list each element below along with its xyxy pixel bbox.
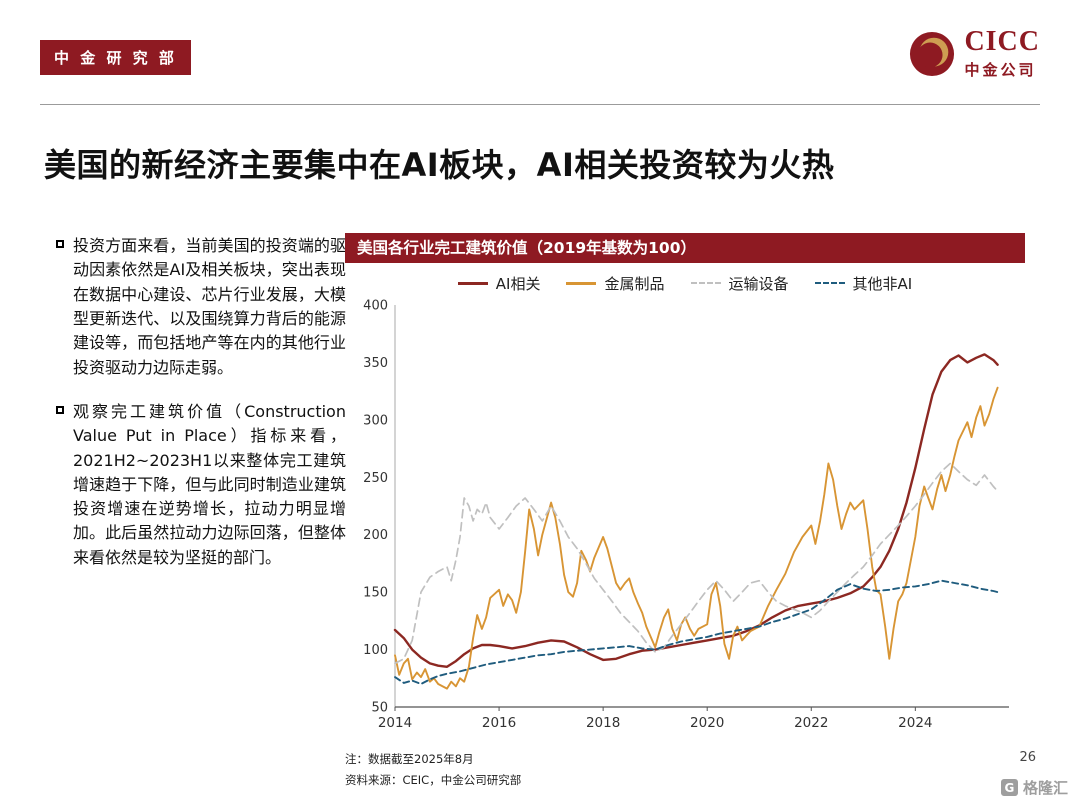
logo-company-name: 中金公司 [964,61,1037,79]
legend-swatch [814,282,845,284]
legend-label: 金属制品 [604,274,665,293]
legend-label: 运输设备 [728,274,789,293]
y-tick-label: 50 [371,701,388,716]
y-tick-label: 200 [363,528,388,543]
legend-label: AI相关 [495,274,541,293]
page-number: 26 [1019,750,1036,765]
bullet-text: 观察完工建筑价值（Construction Value Put in Place… [73,401,346,567]
legend-label: 其他非AI [852,274,913,293]
cicc-logo: CICC 中金公司 [909,28,1040,80]
x-tick-label: 2018 [586,715,620,731]
research-dept-badge: 中 金 研 究 部 [40,40,191,75]
x-tick-label: 2016 [482,715,516,731]
y-tick-label: 250 [363,471,388,486]
bullet-item: 观察完工建筑价值（Construction Value Put in Place… [56,400,346,570]
commentary-column: 投资方面来看，当前美国的投资端的驱动因素依然是AI及相关板块，突出表现在数据中心… [56,234,346,590]
y-tick-label: 350 [363,356,388,371]
x-tick-label: 2022 [794,715,828,731]
y-tick-label: 100 [363,643,388,658]
square-bullet-icon [56,240,64,248]
bullet-text: 投资方面来看，当前美国的投资端的驱动因素依然是AI及相关板块，突出表现在数据中心… [73,236,346,377]
x-tick-label: 2014 [378,715,412,731]
series-line-金属制品 [394,386,999,690]
legend-item: 运输设备 [690,273,789,294]
y-tick-label: 300 [363,413,388,428]
series-line-运输设备 [394,462,999,665]
square-bullet-icon [56,405,64,414]
y-tick-label: 150 [363,586,388,601]
legend-swatch [566,281,597,285]
gelonghui-logo-icon: G [1000,779,1018,796]
bullet-item: 投资方面来看，当前美国的投资端的驱动因素依然是AI及相关板块，突出表现在数据中心… [56,234,346,380]
legend-swatch [457,281,488,285]
y-tick-label: 400 [363,299,388,314]
legend-item: AI相关 [457,273,541,294]
gelonghui-label: 格隆汇 [1022,779,1068,797]
chart-notes: 注：数据截至2025年8月 资料来源：CEIC，中金公司研究部 [345,749,1025,790]
x-tick-label: 2020 [690,715,724,731]
x-tick-label: 2024 [898,715,932,731]
series-line-AI相关 [393,353,999,668]
logo-cicc-wordmark: CICC [964,26,1040,57]
series-line-其他非AI [394,579,999,685]
legend-item: 金属制品 [566,273,665,294]
cicc-logo-text: CICC 中金公司 [964,28,1040,80]
header-divider [40,104,1040,105]
chart-legend: AI相关 金属制品 运输设备 其他非AI [345,273,1025,293]
cicc-logo-icon [910,31,955,77]
chart-source: 资料来源：CEIC，中金公司研究部 [345,772,522,787]
legend-item: 其他非AI [814,273,913,294]
chart-panel: 美国各行业完工建筑价值（2019年基数为100） AI相关 金属制品 运输设备 … [345,233,1025,790]
chart-note: 注：数据截至2025年8月 [345,752,474,766]
page-title: 美国的新经济主要集中在AI板块，AI相关投资较为火热 [44,146,835,184]
legend-swatch [690,282,721,284]
gelonghui-watermark: G 格隆汇 [1000,777,1068,798]
chart-title-bar: 美国各行业完工建筑价值（2019年基数为100） [345,233,1025,263]
